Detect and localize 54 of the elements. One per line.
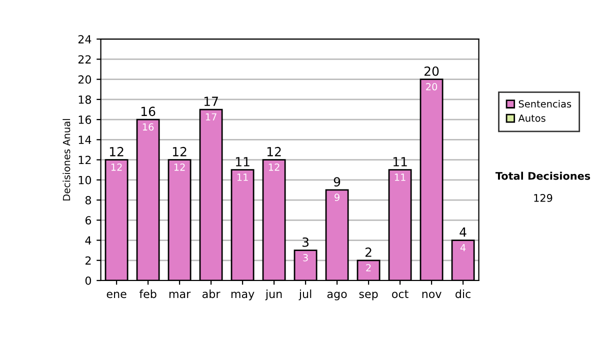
data-label: 4: [460, 244, 466, 252]
y-tick-label: 18: [78, 95, 92, 104]
total-label: 16: [141, 106, 156, 116]
total-label: 2: [365, 248, 372, 257]
total-label: 3: [302, 237, 309, 247]
total-label: 12: [110, 146, 124, 156]
x-tick-label: ene: [106, 292, 126, 298]
x-tick-label: abr: [202, 290, 220, 298]
text: 129: [534, 194, 552, 202]
total-label: 17: [204, 96, 218, 106]
x-tick-label: jun: [265, 290, 282, 300]
data-label: 17: [206, 113, 216, 120]
data-label: 12: [111, 163, 122, 171]
y-tick-label: 10: [78, 176, 92, 184]
legend-label: Sentencias: [518, 100, 572, 108]
y-tick-label: 2: [86, 256, 91, 265]
x-tick-label: mar: [169, 292, 191, 298]
total-label: 9: [334, 177, 340, 187]
x-tick-label: oct: [392, 290, 408, 298]
data-label: 12: [174, 163, 185, 171]
legend-label: Autos: [518, 114, 546, 122]
y-tick-label: 16: [78, 116, 92, 124]
total-label: 12: [267, 146, 281, 156]
y-tick-label: 8: [85, 196, 92, 204]
x-tick-label: nov: [422, 292, 442, 298]
total-label: 20: [424, 66, 439, 76]
data-label: 9: [334, 194, 340, 202]
y-tick-label: 14: [78, 136, 92, 144]
y-tick-label: 6: [85, 216, 92, 225]
total-label: 11: [393, 157, 407, 166]
text: Total Decisiones: [495, 172, 590, 180]
x-tick-label: may: [231, 292, 254, 300]
data-label: 16: [142, 123, 154, 131]
x-tick-label: ago: [327, 292, 347, 300]
y-tick-label: 12: [78, 156, 91, 164]
data-label: 20: [426, 83, 438, 90]
data-label: 11: [237, 174, 248, 181]
x-tick-label: feb: [139, 290, 156, 298]
total-label: 11: [236, 157, 250, 166]
x-tick-label: sep: [359, 292, 378, 300]
x-tick-label: jul: [298, 290, 312, 300]
y-tick-label: 0: [85, 276, 92, 285]
y-tick-label: 4: [85, 236, 92, 244]
total-label: 4: [460, 228, 466, 237]
data-label: 11: [394, 174, 406, 181]
data-label: 12: [268, 163, 280, 171]
x-tick-label: dic: [456, 290, 470, 298]
data-label: 3: [303, 254, 308, 262]
data-label: 2: [366, 264, 371, 272]
total-label: 12: [172, 146, 186, 156]
y-tick-label: 22: [78, 55, 91, 64]
y-tick-label: 24: [78, 35, 92, 44]
y-axis-title: Decisiones Anual: [62, 119, 70, 200]
y-tick-label: 20: [78, 75, 92, 84]
